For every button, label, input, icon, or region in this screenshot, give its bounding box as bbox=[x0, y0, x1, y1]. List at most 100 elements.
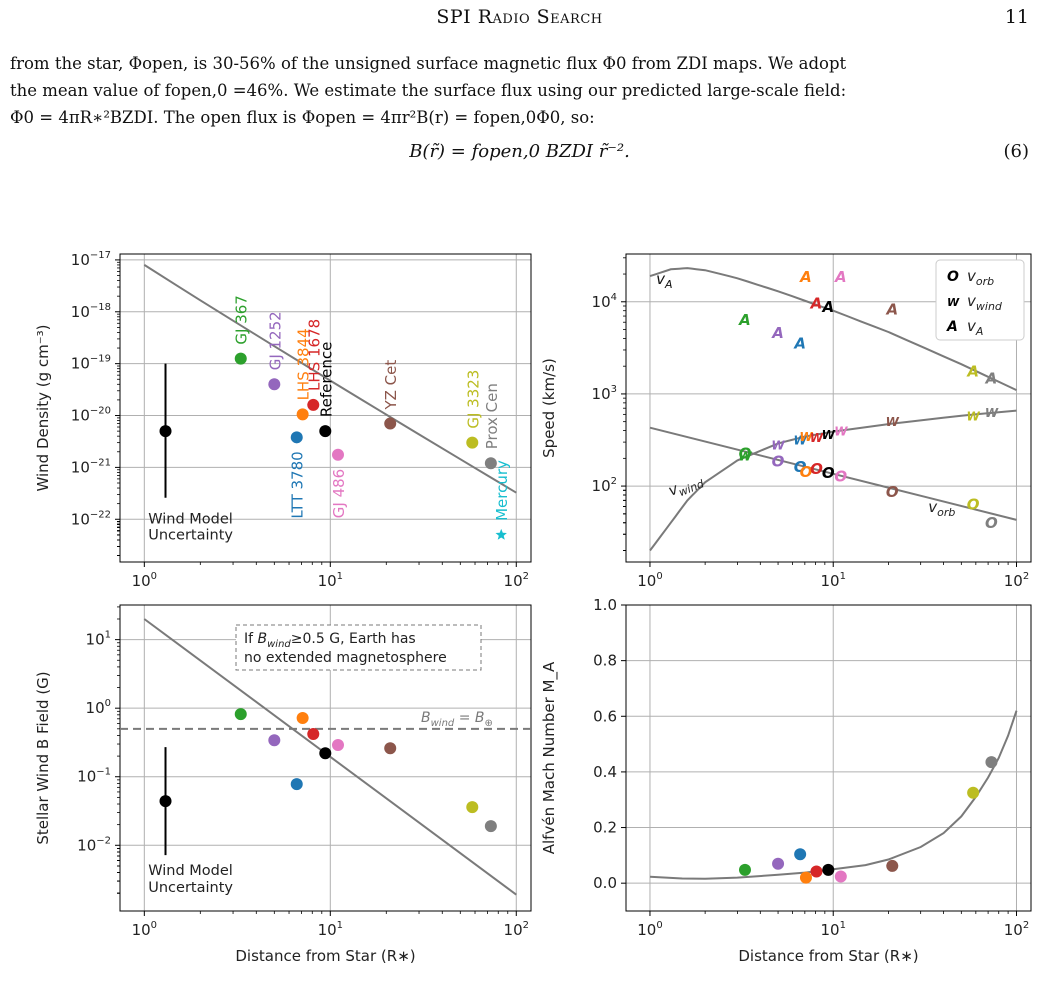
curve-label-sub: A bbox=[664, 278, 673, 291]
data-point bbox=[234, 708, 247, 721]
planet-label: Reference bbox=[317, 342, 335, 418]
x-tick-label: 101 bbox=[318, 920, 343, 939]
y-tick-label: 10−22 bbox=[71, 509, 111, 528]
axes-frame bbox=[119, 604, 532, 912]
running-title: SPI Radio Search bbox=[436, 6, 603, 28]
threshold-label-eq: = B bbox=[454, 710, 484, 726]
threshold-label-sub: wind bbox=[431, 718, 455, 729]
y-tick-exponent: −19 bbox=[90, 354, 111, 365]
curve-label-sub: orb bbox=[937, 506, 955, 519]
data-point bbox=[307, 398, 320, 411]
y-axis-label: Wind Density (g cm⁻³) bbox=[34, 324, 52, 491]
planet-glyph-O: O bbox=[967, 495, 980, 513]
x-axis-label: Distance from Star (R∗) bbox=[738, 947, 918, 965]
page-header: SPI Radio Search 11 bbox=[0, 0, 1039, 40]
x-tick-exponent: 2 bbox=[523, 920, 529, 931]
axes-frame bbox=[625, 253, 1032, 563]
data-point bbox=[290, 431, 303, 444]
y-tick-label: 0.0 bbox=[593, 874, 617, 892]
data-point bbox=[799, 871, 812, 884]
x-tick-exponent: 0 bbox=[151, 920, 157, 931]
y-tick-exponent: 3 bbox=[611, 384, 617, 395]
planet-glyph-W: W bbox=[771, 438, 785, 452]
axes-frame bbox=[119, 253, 532, 563]
y-tick-exponent: 2 bbox=[611, 476, 617, 487]
x-axis-label: Distance from Star (R∗) bbox=[235, 947, 415, 965]
planet-glyph-A: A bbox=[966, 362, 979, 380]
planet-glyph-O: O bbox=[834, 468, 847, 486]
y-tick-exponent: 1 bbox=[105, 630, 111, 641]
planet-label: LHS 1678 bbox=[305, 319, 323, 391]
legend-label-sub: A bbox=[975, 325, 984, 338]
planet-label: LTT 3780 bbox=[289, 451, 307, 518]
paragraph-line: the mean value of fopen,0 =46%. We estim… bbox=[10, 81, 847, 100]
data-point bbox=[296, 711, 309, 724]
x-tick-exponent: 2 bbox=[523, 571, 529, 582]
y-tick-label: 10−1 bbox=[77, 767, 111, 786]
planet-glyph-O: O bbox=[772, 452, 785, 470]
y-tick-label: 100 bbox=[86, 698, 111, 717]
data-point bbox=[810, 865, 823, 878]
x-tick-exponent: 1 bbox=[337, 571, 343, 582]
x-tick-exponent: 0 bbox=[656, 920, 662, 931]
y-tick-exponent: −20 bbox=[90, 406, 111, 417]
x-tick-exponent: 1 bbox=[840, 920, 846, 931]
x-tick-label: 102 bbox=[504, 571, 529, 590]
planet-glyph-A: A bbox=[799, 268, 812, 286]
uncertainty-label: Uncertainty bbox=[148, 880, 233, 896]
y-axis-label: Stellar Wind B Field (G) bbox=[34, 671, 52, 844]
legend-label-sub: wind bbox=[976, 300, 1003, 313]
legend-glyph: O bbox=[947, 269, 959, 285]
planet-glyph-W: W bbox=[738, 450, 752, 464]
planet-glyph-O: O bbox=[800, 463, 813, 481]
x-tick-exponent: 2 bbox=[1023, 920, 1029, 931]
data-point bbox=[290, 778, 303, 791]
planet-glyph-A: A bbox=[985, 370, 998, 388]
planet-glyph-W: W bbox=[834, 425, 848, 439]
x-tick-exponent: 0 bbox=[151, 571, 157, 582]
planet-glyph-A: A bbox=[793, 335, 806, 353]
data-point bbox=[234, 352, 247, 365]
x-tick-label: 100 bbox=[132, 920, 157, 939]
equation-6: B(r̃) = fopen,0 BZDI r̃⁻². (6) bbox=[0, 141, 1039, 171]
y-tick-exponent: −1 bbox=[96, 767, 111, 778]
planet-label: GJ 3323 bbox=[464, 370, 482, 429]
y-axis-label: Speed (km/s) bbox=[540, 358, 558, 458]
planet-glyph-W: W bbox=[794, 433, 808, 447]
x-tick-label: 102 bbox=[504, 920, 529, 939]
planet-glyph-W: W bbox=[822, 428, 836, 442]
data-point bbox=[738, 863, 751, 876]
y-tick-label: 103 bbox=[592, 384, 617, 403]
page-number: 11 bbox=[1004, 6, 1029, 28]
data-point bbox=[466, 436, 479, 449]
series-line-vA bbox=[649, 267, 1017, 392]
planet-glyph-O: O bbox=[985, 514, 998, 532]
y-tick-label: 10−21 bbox=[71, 457, 111, 476]
y-tick-label: 0.4 bbox=[593, 763, 617, 781]
model-curve bbox=[649, 710, 1018, 880]
annotation-line: no extended magnetosphere bbox=[244, 650, 447, 666]
planet-glyph-W: W bbox=[886, 415, 900, 429]
paragraph-line: from the star, Φopen, is 30-56% of the u… bbox=[10, 54, 847, 73]
data-point-star bbox=[495, 528, 507, 540]
data-point bbox=[772, 857, 785, 870]
planet-glyph-W: W bbox=[967, 409, 981, 423]
y-tick-label: 0.6 bbox=[593, 707, 617, 725]
data-point bbox=[794, 848, 807, 861]
y-tick-exponent: −17 bbox=[90, 250, 111, 261]
y-tick-label: 0.8 bbox=[593, 652, 617, 670]
planet-label: GJ 367 bbox=[233, 295, 251, 344]
y-tick-label: 1.0 bbox=[593, 596, 617, 614]
error-bar-point bbox=[159, 795, 172, 808]
y-tick-label: 10−18 bbox=[71, 302, 111, 321]
uncertainty-label: Uncertainty bbox=[148, 528, 233, 544]
panel-axes-0: 100 101 10210−2210−2110−2010−1910−1810−17W… bbox=[34, 250, 532, 590]
data-point bbox=[466, 801, 479, 814]
annotation-sym: B bbox=[258, 631, 268, 647]
data-point bbox=[967, 786, 980, 799]
planet-glyph-O: O bbox=[810, 460, 823, 478]
